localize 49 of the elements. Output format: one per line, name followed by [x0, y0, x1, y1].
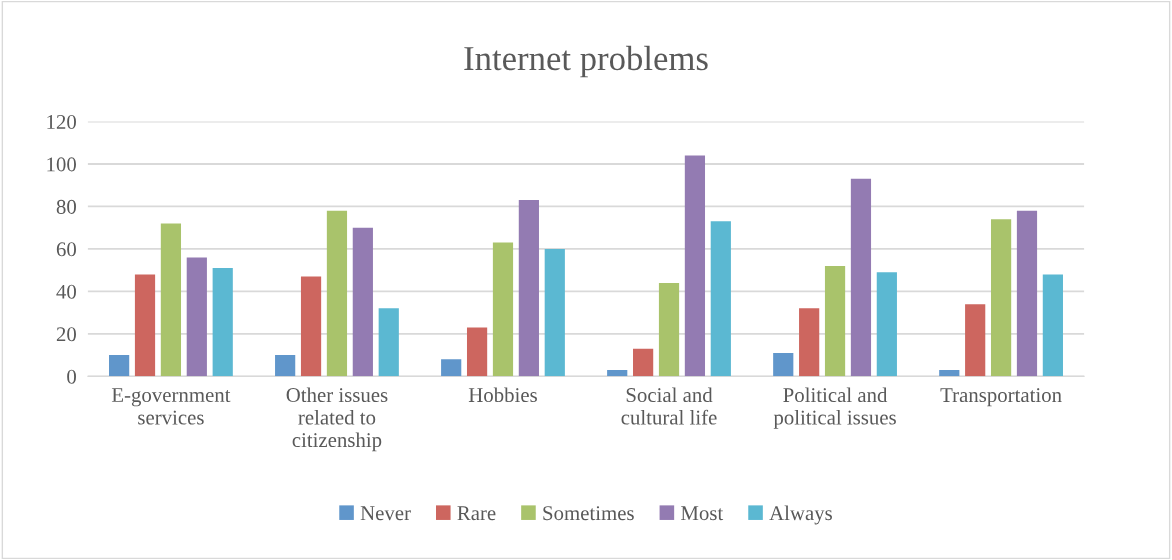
bar	[186, 257, 207, 377]
bar	[160, 223, 182, 377]
bar	[275, 355, 296, 377]
bar	[990, 219, 1012, 377]
x-tick-label: Hobbies	[468, 387, 537, 403]
x-tick-label: Social and cultural life	[621, 387, 717, 425]
legend-label: Sometimes	[543, 506, 634, 521]
bar	[441, 359, 462, 377]
bar	[684, 155, 706, 377]
bar	[939, 369, 960, 377]
x-tick-label: Other issues related to citizenship	[286, 387, 388, 452]
bar	[544, 248, 565, 377]
legend-label: Rare	[457, 506, 496, 521]
y-tick-label: 120	[47, 114, 76, 129]
legend-label: Never	[360, 506, 411, 521]
bar	[658, 282, 680, 377]
legend-label: Most	[681, 506, 724, 521]
bar	[300, 276, 322, 377]
bar	[710, 221, 731, 377]
bar	[492, 242, 514, 377]
bar	[799, 308, 820, 377]
bar	[633, 348, 654, 377]
bar	[352, 227, 373, 377]
chart-title: Internet problems	[464, 45, 708, 78]
bar	[212, 268, 233, 377]
y-tick-label: 60	[56, 242, 76, 257]
y-tick-label: 40	[56, 284, 76, 299]
x-tick-label: Transportation	[940, 388, 1062, 407]
y-tick-label: 0	[67, 369, 76, 384]
bar	[965, 304, 986, 377]
bar	[607, 369, 628, 377]
bar	[1016, 210, 1038, 377]
bar	[1042, 274, 1063, 377]
y-tick-label: 80	[56, 199, 76, 214]
bar	[876, 272, 897, 377]
y-tick-label: 100	[47, 157, 76, 172]
bar	[326, 210, 348, 377]
bar	[824, 265, 846, 377]
legend-label: Always	[769, 505, 832, 525]
x-tick-label: Political and political issues	[773, 387, 896, 429]
bar	[378, 308, 399, 377]
y-tick-label: 20	[56, 327, 76, 342]
bar	[773, 352, 794, 377]
bar	[850, 178, 872, 377]
x-tick-label: E-government services	[111, 388, 231, 425]
bar	[109, 355, 130, 377]
bar	[466, 327, 488, 377]
bar	[134, 274, 156, 377]
bar	[518, 200, 539, 377]
